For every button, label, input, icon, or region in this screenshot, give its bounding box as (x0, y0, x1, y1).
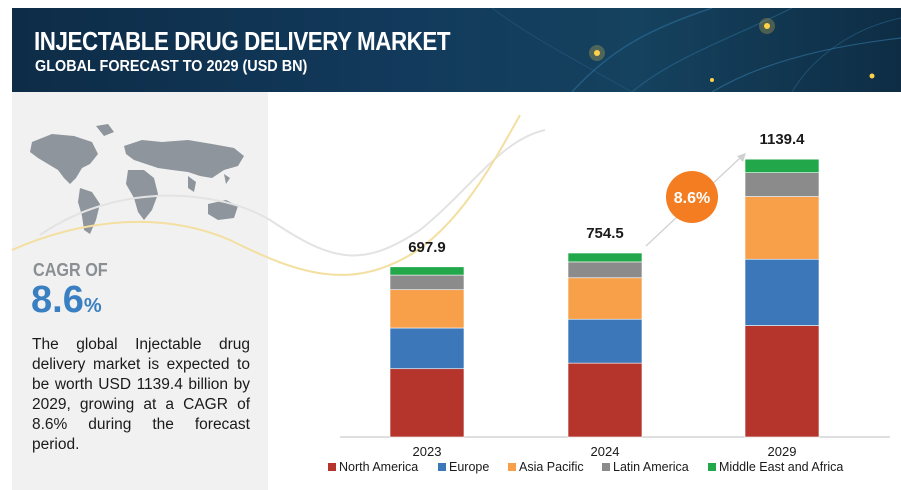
decor-curve-gray (39, 129, 546, 257)
cagr-number: 8.6 (31, 279, 84, 321)
labels-layer: 697.9 2023 754.5 2024 1139.4 2029 (408, 131, 805, 459)
bar-2024-asia-pacific (567, 277, 643, 320)
growth-badge (666, 171, 718, 223)
legend-label-asia-pacific: Asia Pacific (519, 460, 584, 474)
legend-swatch-asia-pacific (508, 463, 516, 471)
legend-label-latin-america: Latin America (613, 460, 689, 474)
bar-2024-middle-east-and-africa (567, 252, 643, 263)
bar-2023-middle-east-and-africa (389, 266, 465, 276)
legend-swatch-latin-america (602, 463, 610, 471)
left-info-panel (12, 92, 268, 490)
page-title: INJECTABLE DRUG DELIVERY MARKET (34, 26, 451, 56)
legend: North America Europe Asia Pacific Latin Ame… (328, 460, 843, 474)
bar-2029-middle-east-and-africa (744, 158, 820, 173)
bar-2024-europe (567, 318, 643, 364)
bar-2024-north-america (567, 362, 643, 438)
legend-swatch-europe (438, 463, 446, 471)
x-tick-label-2024: 2024 (591, 444, 620, 459)
total-label-2029: 1139.4 (759, 131, 805, 148)
total-label-2023: 697.9 (408, 239, 446, 256)
header-banner: INJECTABLE DRUG DELIVERY MARKET GLOBAL F… (12, 8, 901, 92)
cagr-unit: % (83, 295, 102, 317)
world-map-icon (30, 124, 244, 234)
cagr-label: CAGR OF (33, 260, 108, 280)
growth-arrow-head (737, 153, 746, 162)
total-label-2024: 754.5 (586, 225, 624, 242)
cagr-value: 8.6% (31, 279, 102, 322)
bar-2029-europe (744, 258, 820, 326)
bar-2023-north-america (389, 368, 465, 438)
x-tick-label-2029: 2029 (768, 444, 797, 459)
legend-label-north-america: North America (339, 460, 418, 474)
legend-label-europe: Europe (449, 460, 489, 474)
bars-layer (389, 158, 820, 438)
bar-2023-latin-america (389, 274, 465, 291)
bar-2024-latin-america (567, 261, 643, 279)
legend-swatch-north-america (328, 463, 336, 471)
x-tick-label-2023: 2023 (413, 444, 442, 459)
bar-2029-latin-america (744, 172, 820, 197)
bar-2023-europe (389, 327, 465, 370)
legend-label-middle-east-and-africa: Middle East and Africa (719, 460, 843, 474)
legend-swatch-middle-east-and-africa (708, 463, 716, 471)
header-decoration (491, 8, 901, 92)
bar-2029-north-america (744, 325, 820, 438)
bar-2023-asia-pacific (389, 289, 465, 329)
page-subtitle: GLOBAL FORECAST TO 2029 (USD BN) (35, 58, 308, 75)
growth-badge-label: 8.6% (674, 190, 710, 207)
market-description: The global Injectable drug delivery mark… (32, 336, 250, 453)
decor-curve-gold (11, 114, 521, 276)
bar-2029-asia-pacific (744, 196, 820, 260)
